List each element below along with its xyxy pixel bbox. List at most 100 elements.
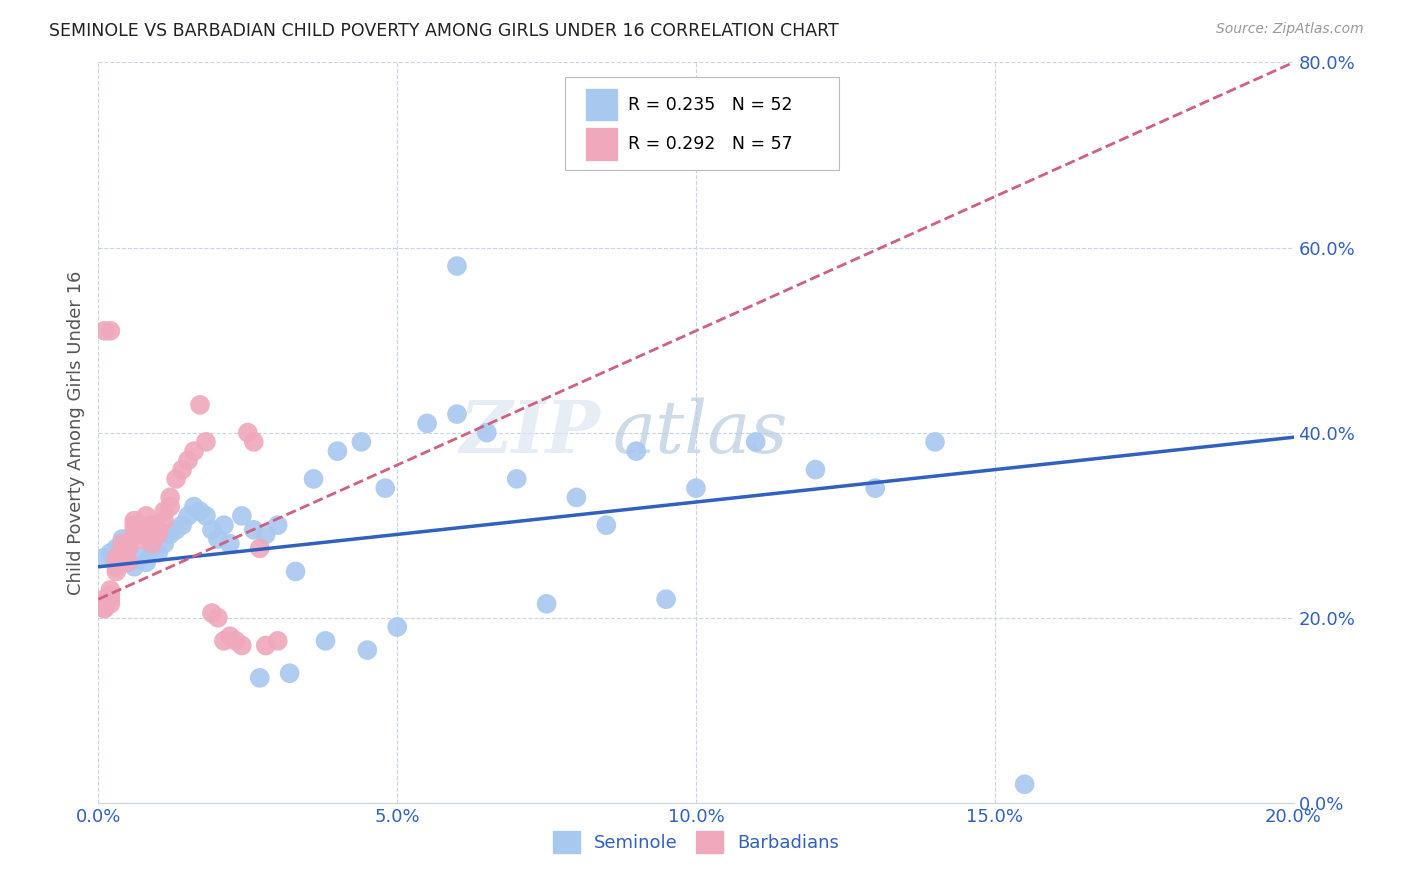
Point (1014, 777, 1036, 791)
Point (249, 541, 271, 556)
Point (148, 523, 170, 537)
Legend: Seminole, Barbadians: Seminole, Barbadians (546, 824, 846, 861)
Point (685, 481, 707, 495)
Point (231, 639, 253, 653)
Point (117, 541, 139, 556)
Point (172, 518, 194, 533)
Point (267, 518, 290, 533)
Point (93, 592, 115, 607)
Point (506, 472, 529, 486)
Point (105, 555, 128, 569)
Point (141, 536, 163, 550)
Point (159, 527, 181, 541)
Point (135, 555, 157, 569)
Point (93, 550, 115, 565)
Point (172, 462, 194, 476)
Point (93, 601, 115, 615)
Point (153, 504, 176, 518)
Point (207, 610, 229, 624)
Point (243, 434, 266, 449)
Point (416, 417, 439, 431)
Point (129, 550, 152, 565)
Point (284, 565, 307, 579)
Point (219, 629, 242, 643)
Point (98, 546, 122, 560)
Point (159, 491, 181, 505)
Point (111, 550, 134, 565)
Point (212, 633, 235, 648)
Point (236, 425, 259, 440)
Point (201, 523, 224, 537)
Point (177, 453, 200, 467)
Text: atlas: atlas (613, 397, 787, 468)
Point (177, 508, 200, 523)
Point (267, 633, 290, 648)
Point (93, 597, 115, 611)
Point (105, 559, 128, 574)
FancyBboxPatch shape (565, 78, 839, 169)
Point (117, 555, 139, 569)
Point (231, 508, 253, 523)
Point (278, 666, 301, 681)
Point (183, 500, 205, 514)
Point (254, 527, 277, 541)
Point (105, 565, 128, 579)
Point (111, 536, 134, 550)
Point (595, 518, 617, 533)
Point (111, 546, 134, 560)
Point (201, 606, 224, 620)
Point (135, 527, 157, 541)
Point (326, 444, 349, 458)
Y-axis label: Child Poverty Among Girls Under 16: Child Poverty Among Girls Under 16 (66, 270, 84, 595)
Text: R = 0.235   N = 52: R = 0.235 N = 52 (628, 95, 793, 113)
Text: Source: ZipAtlas.com: Source: ZipAtlas.com (1216, 22, 1364, 37)
Text: SEMINOLE VS BARBADIAN CHILD POVERTY AMONG GIRLS UNDER 16 CORRELATION CHART: SEMINOLE VS BARBADIAN CHILD POVERTY AMON… (49, 22, 839, 40)
Point (165, 523, 187, 537)
Point (153, 536, 176, 550)
FancyBboxPatch shape (585, 88, 619, 121)
Point (385, 620, 409, 634)
Point (148, 527, 170, 541)
Point (148, 546, 170, 560)
Point (129, 532, 152, 546)
Point (98, 324, 122, 338)
Point (98, 582, 122, 597)
Point (111, 532, 134, 546)
Point (565, 491, 588, 505)
Point (165, 472, 187, 486)
Point (356, 643, 378, 657)
Point (153, 514, 176, 528)
Point (117, 536, 139, 550)
Point (124, 523, 146, 537)
Point (536, 597, 558, 611)
Point (188, 398, 211, 412)
Point (93, 601, 115, 615)
Point (135, 508, 157, 523)
Point (124, 514, 146, 528)
Point (804, 462, 827, 476)
Point (98, 597, 122, 611)
Point (219, 536, 242, 550)
Point (254, 639, 277, 653)
Point (141, 541, 163, 556)
Point (195, 434, 218, 449)
FancyBboxPatch shape (585, 128, 619, 161)
Point (924, 434, 946, 449)
Text: ZIP: ZIP (460, 397, 600, 468)
Point (212, 518, 235, 533)
Point (129, 518, 152, 533)
Point (446, 407, 468, 421)
Point (111, 541, 134, 556)
Point (626, 444, 648, 458)
Point (159, 500, 181, 514)
Point (105, 550, 128, 565)
Point (315, 633, 337, 648)
Point (87, 597, 110, 611)
Point (129, 527, 152, 541)
Point (188, 504, 211, 518)
Text: R = 0.292   N = 57: R = 0.292 N = 57 (628, 135, 793, 153)
Point (105, 541, 128, 556)
Point (93, 597, 115, 611)
Point (249, 671, 271, 685)
Point (93, 324, 115, 338)
